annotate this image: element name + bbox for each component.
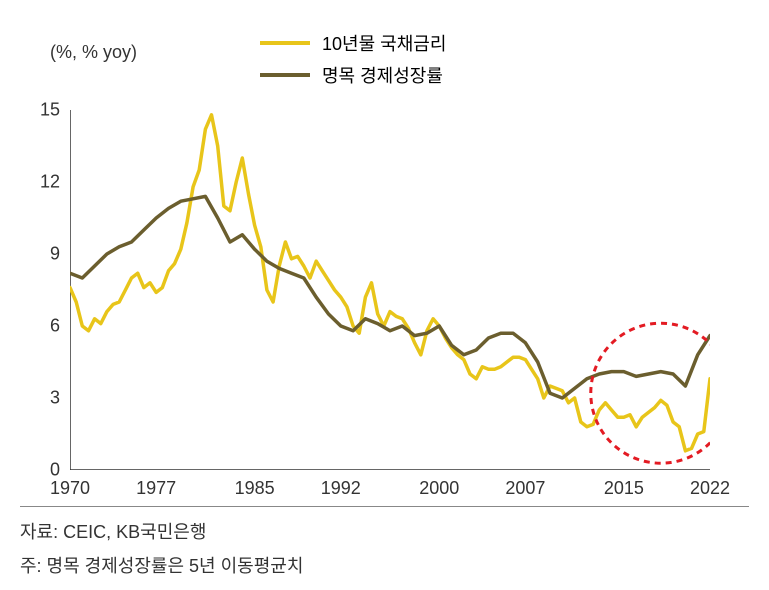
- line-gdp-growth: [70, 196, 710, 398]
- legend-item-bond: 10년물 국채금리: [260, 30, 446, 56]
- plot-svg: [70, 110, 710, 470]
- footnote-source: 자료: CEIC, KB국민은행: [20, 518, 206, 544]
- x-tick-label: 1985: [235, 478, 275, 499]
- x-tick-label: 1970: [50, 478, 90, 499]
- x-tick-label: 2000: [419, 478, 459, 499]
- x-tick-label: 2015: [604, 478, 644, 499]
- highlight-circle: [591, 323, 710, 463]
- x-tick-label: 1977: [136, 478, 176, 499]
- footnote-divider: [20, 506, 749, 507]
- legend-swatch-gdp: [260, 73, 310, 77]
- legend-item-gdp: 명목 경제성장률: [260, 62, 446, 88]
- y-tick-label: 15: [30, 100, 60, 121]
- legend-swatch-bond: [260, 41, 310, 45]
- x-tick-label: 1992: [321, 478, 361, 499]
- chart-container: (%, % yoy) 10년물 국채금리 명목 경제성장률 03691215 1…: [0, 0, 769, 590]
- y-axis-title: (%, % yoy): [50, 42, 137, 63]
- footnote-note: 주: 명목 경제성장률은 5년 이동평균치: [20, 552, 303, 578]
- line-bond-yield: [70, 115, 710, 451]
- legend-label-gdp: 명목 경제성장률: [322, 62, 443, 88]
- y-tick-label: 6: [30, 316, 60, 337]
- legend-label-bond: 10년물 국채금리: [322, 30, 446, 56]
- x-tick-label: 2022: [690, 478, 730, 499]
- y-tick-label: 12: [30, 172, 60, 193]
- y-tick-label: 9: [30, 244, 60, 265]
- x-tick-label: 2007: [505, 478, 545, 499]
- y-tick-label: 3: [30, 388, 60, 409]
- legend: 10년물 국채금리 명목 경제성장률: [260, 30, 446, 94]
